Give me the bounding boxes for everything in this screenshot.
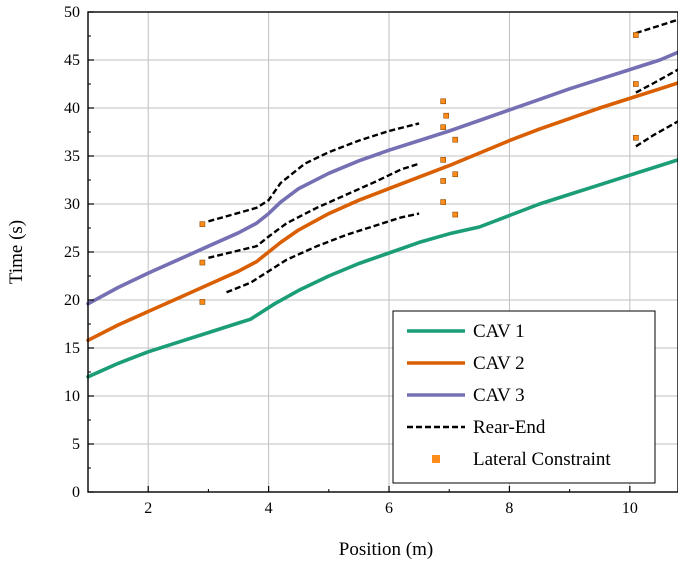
y-tick-label: 25 — [64, 244, 80, 261]
x-tick-label: 2 — [144, 500, 152, 517]
y-tick-label: 20 — [64, 292, 80, 309]
y-tick-label: 35 — [64, 148, 80, 165]
lateral-constraint-marker — [443, 112, 450, 119]
rear-end-line — [635, 120, 678, 148]
y-tick-label: 45 — [64, 52, 80, 69]
lateral-constraint-marker — [199, 259, 206, 266]
series-line-cav-3 — [86, 50, 678, 306]
lateral-constraint-marker — [452, 171, 459, 178]
lateral-constraint-marker — [440, 178, 447, 184]
legend-box — [392, 310, 656, 484]
lateral-constraint-marker — [199, 299, 206, 305]
lateral-constraint-marker — [440, 98, 447, 105]
lateral-constraint-marker — [633, 134, 639, 141]
x-axis-title: Position (m) — [339, 539, 433, 560]
lateral-constraint-marker — [633, 32, 639, 38]
y-tick-label: 0 — [72, 484, 80, 501]
axis-ticks: 2 4 6 8 10 0 5 10 15 20 25 30 35 40 45 50 — [64, 4, 638, 517]
lateral-constraint-layer — [199, 32, 639, 305]
rear-end-line — [635, 68, 678, 94]
legend-label: CAV 1 — [473, 321, 525, 342]
y-tick-label: 5 — [72, 436, 80, 453]
lateral-constraint-marker — [199, 221, 206, 227]
rear-end-line — [226, 212, 420, 294]
y-tick-label: 15 — [64, 340, 80, 357]
y-axis-title: Time (s) — [6, 220, 27, 284]
series-line-cav-1 — [86, 158, 678, 379]
y-tick-label: 40 — [64, 100, 80, 117]
y-tick-label: 10 — [64, 388, 80, 405]
rear-end-layer — [208, 18, 678, 294]
series-line-cav-2 — [86, 81, 678, 343]
x-tick-label: 8 — [505, 500, 513, 517]
lateral-constraint-marker — [440, 157, 447, 163]
lateral-constraint-marker — [440, 124, 447, 130]
lateral-constraint-marker — [452, 136, 459, 143]
rear-end-line — [208, 162, 420, 259]
x-tick-label: 6 — [385, 500, 393, 517]
x-tick-label: 4 — [265, 500, 273, 517]
rear-end-line — [208, 122, 420, 223]
series-layer — [86, 50, 678, 379]
legend-label: CAV 3 — [473, 385, 525, 406]
legend-label: CAV 2 — [473, 353, 525, 374]
legend: CAV 1 CAV 2 CAV 3 Rear-End Lateral Constrain… — [392, 310, 656, 484]
lateral-constraint-marker — [440, 199, 447, 205]
lateral-constraint-marker — [633, 81, 639, 87]
y-tick-label: 50 — [64, 4, 80, 21]
y-tick-label: 30 — [64, 196, 80, 213]
x-tick-label: 10 — [622, 500, 638, 517]
rear-end-line — [635, 18, 678, 35]
legend-label: Rear-End — [473, 417, 546, 438]
legend-label: Lateral Constraint — [473, 449, 611, 470]
legend-swatch-marker — [432, 455, 440, 463]
lateral-constraint-marker — [452, 211, 459, 218]
